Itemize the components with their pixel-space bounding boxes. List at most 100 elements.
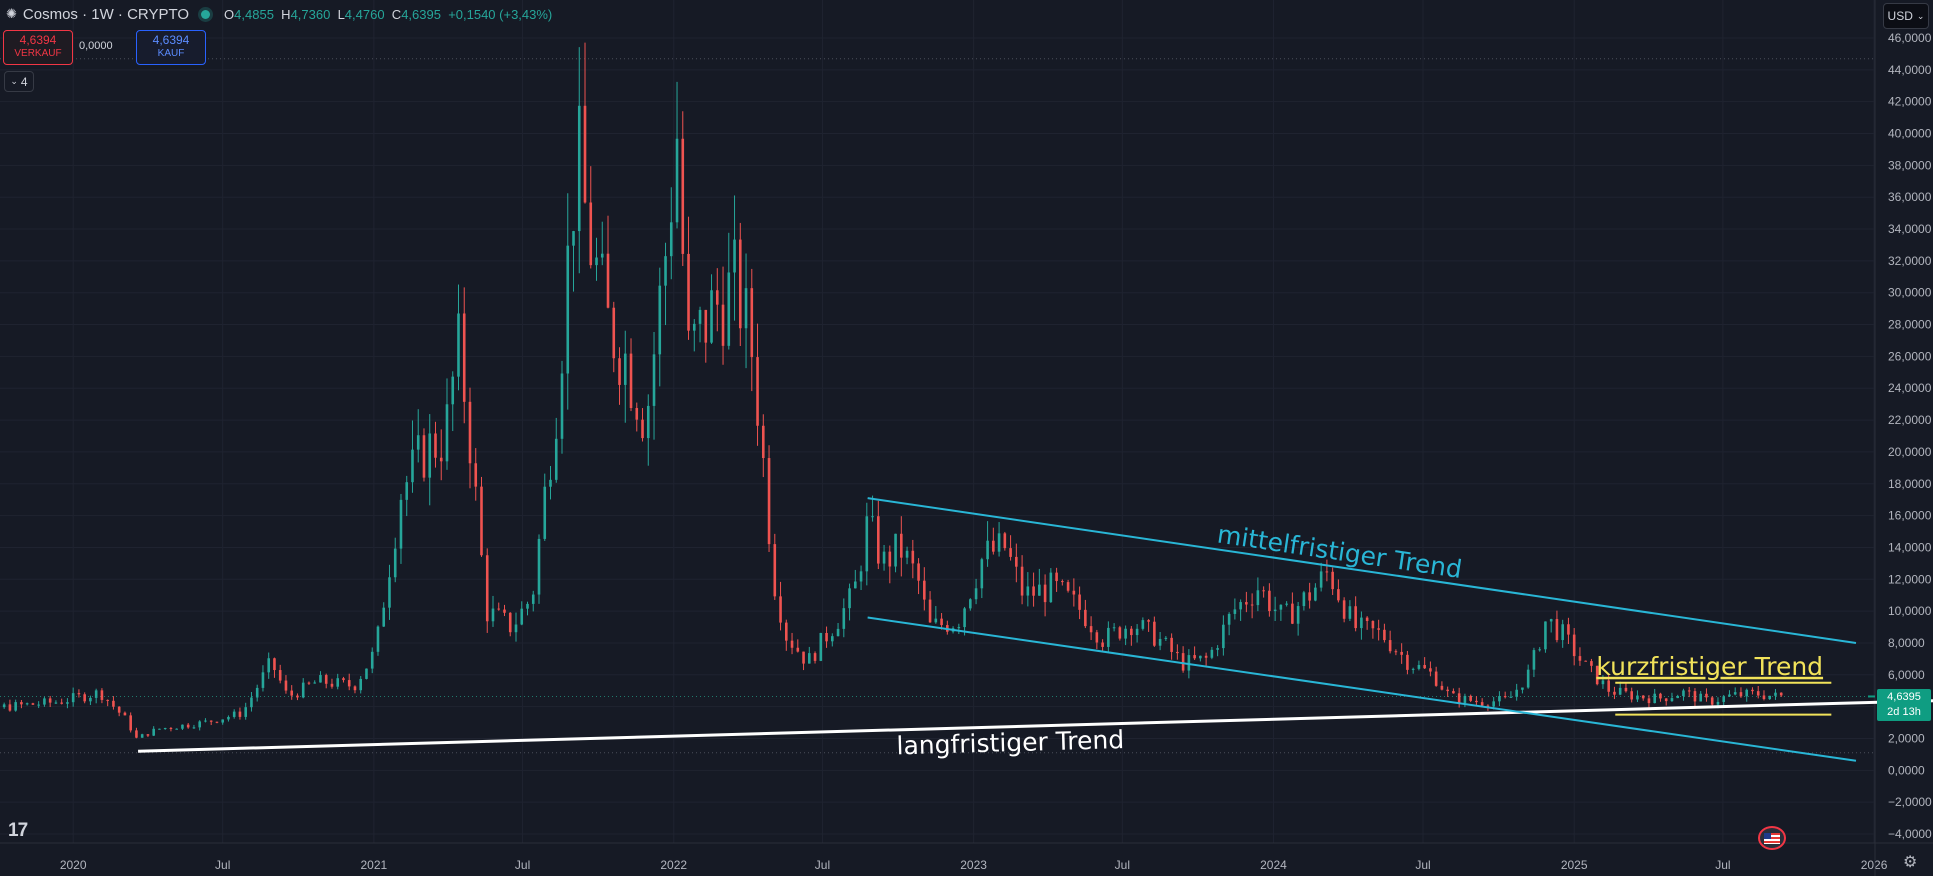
candle-body [675,138,679,223]
buy-button[interactable]: 4,6394 KAUF [136,30,206,65]
candle-body [434,433,437,458]
candle-body [1337,589,1340,601]
candle-body [1538,649,1541,651]
candle-body [1590,661,1593,666]
candle-body [1250,604,1254,606]
symbol-title[interactable]: Cosmos · 1W · CRYPTO [22,5,190,23]
candle-body [1618,687,1622,695]
candle-body [376,626,380,652]
annotation-label: langfristiger Trend [896,725,1124,760]
candle-body [25,703,29,705]
candle-body [1682,690,1685,697]
candle-body [1273,609,1277,612]
candle-body [1394,651,1398,653]
candle-body [1308,592,1311,601]
candle-body [1515,689,1518,697]
y-tick-label: 30,0000 [1888,286,1932,300]
candle-body [209,720,213,722]
gear-icon[interactable]: ⚙ [1903,854,1918,871]
candle-body [1354,606,1357,629]
candle-body [83,694,86,702]
bar-countdown: 2d 13h [1887,706,1921,718]
candle-body [1693,691,1697,702]
y-tick-label: 10,0000 [1888,604,1932,618]
candle-body [750,288,754,358]
candle-body [359,678,363,691]
candle-body [123,712,127,716]
candle-body [129,715,132,731]
x-tick-label: 2022 [660,858,687,872]
candle-body [646,405,650,439]
candle-body [1262,590,1265,592]
candle-body [324,675,328,684]
candle-body [761,425,765,459]
x-tick-label: 2026 [1861,858,1888,872]
candle-body [1475,700,1478,703]
candle-body [1176,651,1179,654]
candle-body [1377,628,1380,630]
candle-body [497,608,501,610]
candle-body [330,683,334,687]
candle-body [1561,624,1564,641]
candle-body [744,288,748,329]
candle-body [572,231,575,246]
candle-body [198,721,201,728]
ohlc-values: O4,4855 H4,7360 L4,4760 C4,6395 +0,1540 … [224,6,553,22]
candle-body [1061,581,1064,583]
candle-body [439,457,443,462]
candle-body [8,704,12,711]
candle-body [1296,606,1300,624]
candle-body [1020,566,1024,596]
candle-body [1710,697,1714,705]
candle-body [336,678,340,687]
candle-body [353,686,357,691]
candle-body [1216,648,1219,650]
y-tick-label: 34,0000 [1888,222,1932,236]
candle-body [393,548,397,578]
y-tick-label: −2,0000 [1888,795,1932,809]
candle-body [1607,680,1610,692]
candle-body [261,672,265,688]
candles-group [2,42,1783,739]
y-tick-label: 22,0000 [1888,413,1932,427]
candle-body [796,647,800,652]
y-tick-label: −4,0000 [1888,827,1932,841]
candle-body [1739,692,1743,697]
candle-body [1779,692,1783,696]
candle-body [1532,650,1536,670]
candle-body [1549,619,1553,622]
candle-body [1038,584,1041,596]
candle-body [1400,651,1403,655]
tradingview-logo-icon[interactable]: 17 [8,820,28,841]
candle-body [273,658,276,671]
candle-body [20,702,23,705]
candle-body [451,376,455,405]
candle-body [784,622,788,641]
candle-body [807,653,811,664]
candle-body [1147,620,1150,622]
candle-body [790,640,794,648]
candle-body [710,290,713,343]
y-tick-label: 40,0000 [1888,127,1932,141]
candle-body [405,482,409,500]
candle-body [923,580,926,600]
y-tick-label: 32,0000 [1888,254,1932,268]
candle-body [554,438,558,480]
candle-body [1032,586,1035,596]
candle-body [854,581,857,589]
candle-body [1360,617,1363,629]
candle-body [1314,587,1317,601]
currency-selector[interactable]: USD ⌄ [1883,3,1929,29]
candle-body [1325,571,1329,573]
candle-body [37,704,40,706]
candle-body [819,632,823,661]
x-tick-label: Jul [815,858,830,872]
last-price-value: 4,6395 [1887,691,1921,703]
candle-body [1199,655,1202,659]
sell-button[interactable]: 4,6394 VERKAUF [3,30,73,65]
candle-body [733,239,736,273]
indicator-toggle-button[interactable]: ⌄ 4 [4,71,34,92]
candle-body [163,727,167,729]
us-flag-icon[interactable] [1758,826,1786,850]
